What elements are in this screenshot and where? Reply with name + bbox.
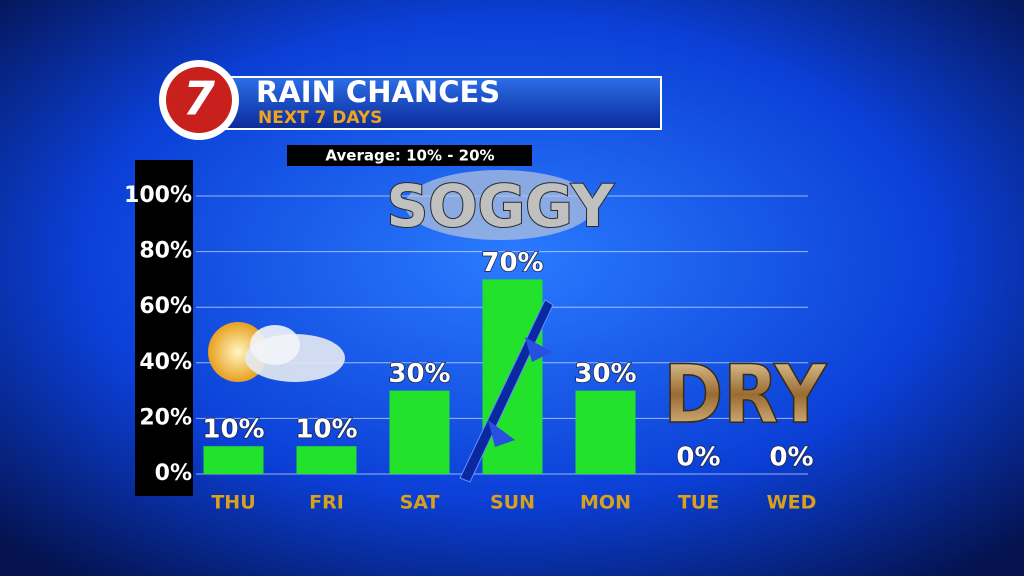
x-tick-label: TUE xyxy=(678,492,719,514)
value-label: 70% xyxy=(481,248,543,278)
front-marker xyxy=(488,420,515,447)
x-tick-label: THU xyxy=(211,492,255,514)
axis-panel xyxy=(135,160,193,496)
note: Average: 10% - 20% xyxy=(325,147,494,165)
y-tick-label: 100% xyxy=(124,183,192,208)
value-label: 30% xyxy=(388,359,450,389)
title-box xyxy=(223,76,662,130)
x-tick-label: MON xyxy=(580,492,631,514)
y-tick-label: 60% xyxy=(139,294,192,319)
x-tick-label: SAT xyxy=(400,492,440,514)
cloud-icon xyxy=(405,170,595,240)
x-tick-label: FRI xyxy=(309,492,344,514)
value-label: 10% xyxy=(295,415,357,445)
chart-subtitle: NEXT 7 DAYS xyxy=(258,108,382,128)
y-tick-label: 40% xyxy=(139,350,192,375)
bar xyxy=(203,446,264,474)
bar xyxy=(296,446,357,474)
note-box xyxy=(287,145,532,166)
value-label: 30% xyxy=(574,359,636,389)
logo-text: 7 xyxy=(183,72,215,126)
logo xyxy=(166,67,232,133)
y-tick-label: 20% xyxy=(139,405,192,430)
x-tick-label: WED xyxy=(767,492,817,514)
x-tick-label: SUN xyxy=(490,492,535,514)
value-label: 0% xyxy=(769,443,813,473)
value-label: 10% xyxy=(202,415,264,445)
chart-title: RAIN CHANCES xyxy=(256,75,500,109)
annotation: SOGGY xyxy=(386,172,614,240)
sun-cloud-icon xyxy=(208,322,345,382)
bar xyxy=(575,390,636,474)
annotation: DRY xyxy=(664,348,828,441)
bar xyxy=(389,390,450,474)
y-tick-label: 80% xyxy=(139,239,192,264)
front-marker xyxy=(525,337,552,362)
y-tick-label: 0% xyxy=(155,461,192,486)
value-label: 0% xyxy=(676,443,720,473)
